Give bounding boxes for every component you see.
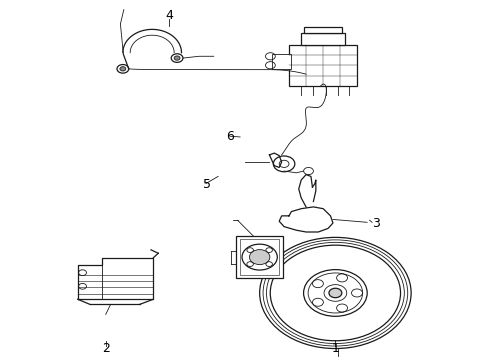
Bar [304,27,342,33]
Text: 6: 6 [226,130,234,144]
Circle shape [329,288,342,298]
Text: 5: 5 [203,178,212,191]
Bar [289,45,357,86]
Circle shape [249,249,270,265]
Text: 2: 2 [102,342,110,355]
Circle shape [120,67,126,71]
FancyBboxPatch shape [237,237,283,278]
Circle shape [174,56,180,60]
Text: 4: 4 [165,9,173,22]
Bar [301,33,345,45]
Text: 1: 1 [331,342,340,355]
Bar [272,54,292,69]
Text: 3: 3 [372,216,380,230]
